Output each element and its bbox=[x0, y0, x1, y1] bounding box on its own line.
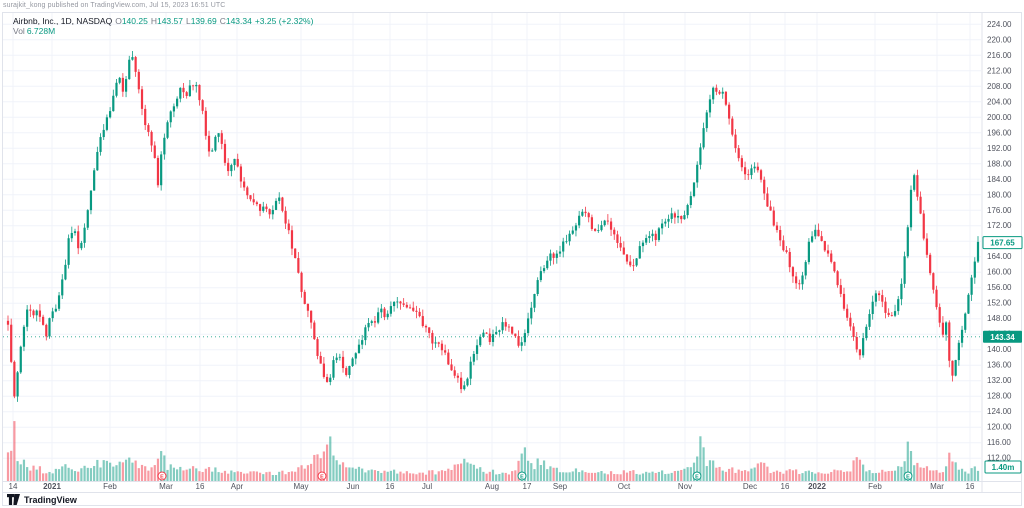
svg-text:224.00: 224.00 bbox=[987, 20, 1012, 29]
svg-text:1.40m: 1.40m bbox=[992, 463, 1015, 472]
svg-text:Apr: Apr bbox=[231, 482, 244, 491]
svg-text:Jul: Jul bbox=[422, 482, 432, 491]
low-value: 139.69 bbox=[190, 16, 217, 26]
chart-frame bbox=[2, 12, 1022, 506]
svg-text:Feb: Feb bbox=[103, 482, 117, 491]
svg-text:208.00: 208.00 bbox=[987, 82, 1012, 91]
time-scale[interactable]: 14 2021 Feb Mar 16 Apr May Jun 16 Jul Aug 17 Sep Oct N… bbox=[9, 482, 975, 491]
svg-text:136.00: 136.00 bbox=[987, 361, 1012, 370]
svg-text:176.00: 176.00 bbox=[987, 206, 1012, 215]
svg-text:204.00: 204.00 bbox=[987, 97, 1012, 106]
open-label: O bbox=[115, 16, 122, 26]
volume-layer bbox=[6, 421, 980, 481]
svg-text:164.00: 164.00 bbox=[987, 252, 1012, 261]
price-scale[interactable]: 224.00 220.00 216.00 212.00 208.00 204.00 200.… bbox=[987, 20, 1012, 463]
svg-text:180.00: 180.00 bbox=[987, 190, 1012, 199]
svg-text:14: 14 bbox=[9, 482, 18, 491]
svg-text:156.00: 156.00 bbox=[987, 283, 1012, 292]
svg-text:212.00: 212.00 bbox=[987, 66, 1012, 75]
svg-text:Oct: Oct bbox=[618, 482, 631, 491]
symbol-title[interactable]: Airbnb, Inc., 1D, NASDAQ bbox=[13, 16, 113, 26]
high-value: 143.57 bbox=[156, 16, 183, 26]
svg-text:220.00: 220.00 bbox=[987, 35, 1012, 44]
publish-info: surajkit_kong published on TradingView.c… bbox=[3, 2, 226, 9]
symbol-legend: Airbnb, Inc., 1D, NASDAQ O140.25 H143.57 L1… bbox=[13, 16, 313, 36]
svg-text:17: 17 bbox=[523, 482, 532, 491]
svg-text:120.00: 120.00 bbox=[987, 423, 1012, 432]
low-label: L bbox=[185, 16, 191, 26]
svg-text:2022: 2022 bbox=[808, 482, 826, 491]
price-labels: 143.34 167.65 1.40m bbox=[982, 236, 1023, 474]
svg-text:Dec: Dec bbox=[743, 482, 757, 491]
svg-text:192.00: 192.00 bbox=[987, 144, 1012, 153]
svg-text:160.00: 160.00 bbox=[987, 268, 1012, 277]
svg-text:132.00: 132.00 bbox=[987, 376, 1012, 385]
tradingview-logo[interactable]: TradingView bbox=[7, 494, 77, 505]
svg-text:Sep: Sep bbox=[553, 482, 568, 491]
svg-text:128.00: 128.00 bbox=[987, 392, 1012, 401]
tradingview-logo-icon bbox=[7, 494, 20, 505]
svg-text:184.00: 184.00 bbox=[987, 175, 1012, 184]
svg-text:Mar: Mar bbox=[159, 482, 173, 491]
svg-text:E: E bbox=[160, 475, 164, 481]
svg-text:16: 16 bbox=[196, 482, 205, 491]
svg-text:200.00: 200.00 bbox=[987, 113, 1012, 122]
svg-text:May: May bbox=[293, 482, 308, 491]
svg-text:E: E bbox=[906, 475, 910, 481]
svg-text:188.00: 188.00 bbox=[987, 159, 1012, 168]
svg-text:116.00: 116.00 bbox=[987, 438, 1011, 447]
svg-text:143.34: 143.34 bbox=[990, 333, 1015, 342]
svg-text:E: E bbox=[695, 475, 699, 481]
earnings-icon[interactable] bbox=[517, 471, 527, 481]
svg-text:Aug: Aug bbox=[485, 482, 499, 491]
svg-text:140.00: 140.00 bbox=[987, 345, 1012, 354]
svg-text:16: 16 bbox=[781, 482, 790, 491]
svg-text:196.00: 196.00 bbox=[987, 128, 1012, 137]
svg-text:16: 16 bbox=[386, 482, 395, 491]
svg-text:16: 16 bbox=[966, 482, 975, 491]
candles-layer bbox=[6, 50, 980, 402]
svg-text:E: E bbox=[520, 475, 524, 481]
volume-label: Vol bbox=[13, 26, 25, 36]
svg-text:172.00: 172.00 bbox=[987, 221, 1012, 230]
earnings-icon[interactable] bbox=[903, 471, 913, 481]
svg-text:112.00: 112.00 bbox=[987, 454, 1011, 463]
pane-separators bbox=[3, 13, 1021, 493]
svg-text:124.00: 124.00 bbox=[987, 407, 1012, 416]
svg-text:152.00: 152.00 bbox=[987, 299, 1012, 308]
svg-text:167.65: 167.65 bbox=[990, 239, 1015, 248]
close-value: 143.34 bbox=[225, 16, 252, 26]
svg-text:E: E bbox=[320, 475, 324, 481]
earnings-icon[interactable] bbox=[157, 471, 167, 481]
svg-text:Mar: Mar bbox=[930, 482, 944, 491]
change-value: +3.25 (+2.32%) bbox=[254, 16, 314, 26]
tradingview-logo-text: TradingView bbox=[24, 494, 77, 505]
svg-text:2021: 2021 bbox=[43, 482, 61, 491]
grid-layer bbox=[3, 13, 981, 481]
svg-text:216.00: 216.00 bbox=[987, 51, 1012, 60]
volume-value: 6.728M bbox=[26, 26, 56, 36]
svg-text:Nov: Nov bbox=[678, 482, 692, 491]
high-label: H bbox=[150, 16, 157, 26]
earnings-icon[interactable] bbox=[692, 471, 702, 481]
open-value: 140.25 bbox=[121, 16, 148, 26]
svg-text:Jun: Jun bbox=[347, 482, 360, 491]
earnings-icon[interactable] bbox=[317, 471, 327, 481]
svg-text:Feb: Feb bbox=[868, 482, 882, 491]
close-label: C bbox=[219, 16, 226, 26]
svg-text:148.00: 148.00 bbox=[987, 314, 1012, 323]
